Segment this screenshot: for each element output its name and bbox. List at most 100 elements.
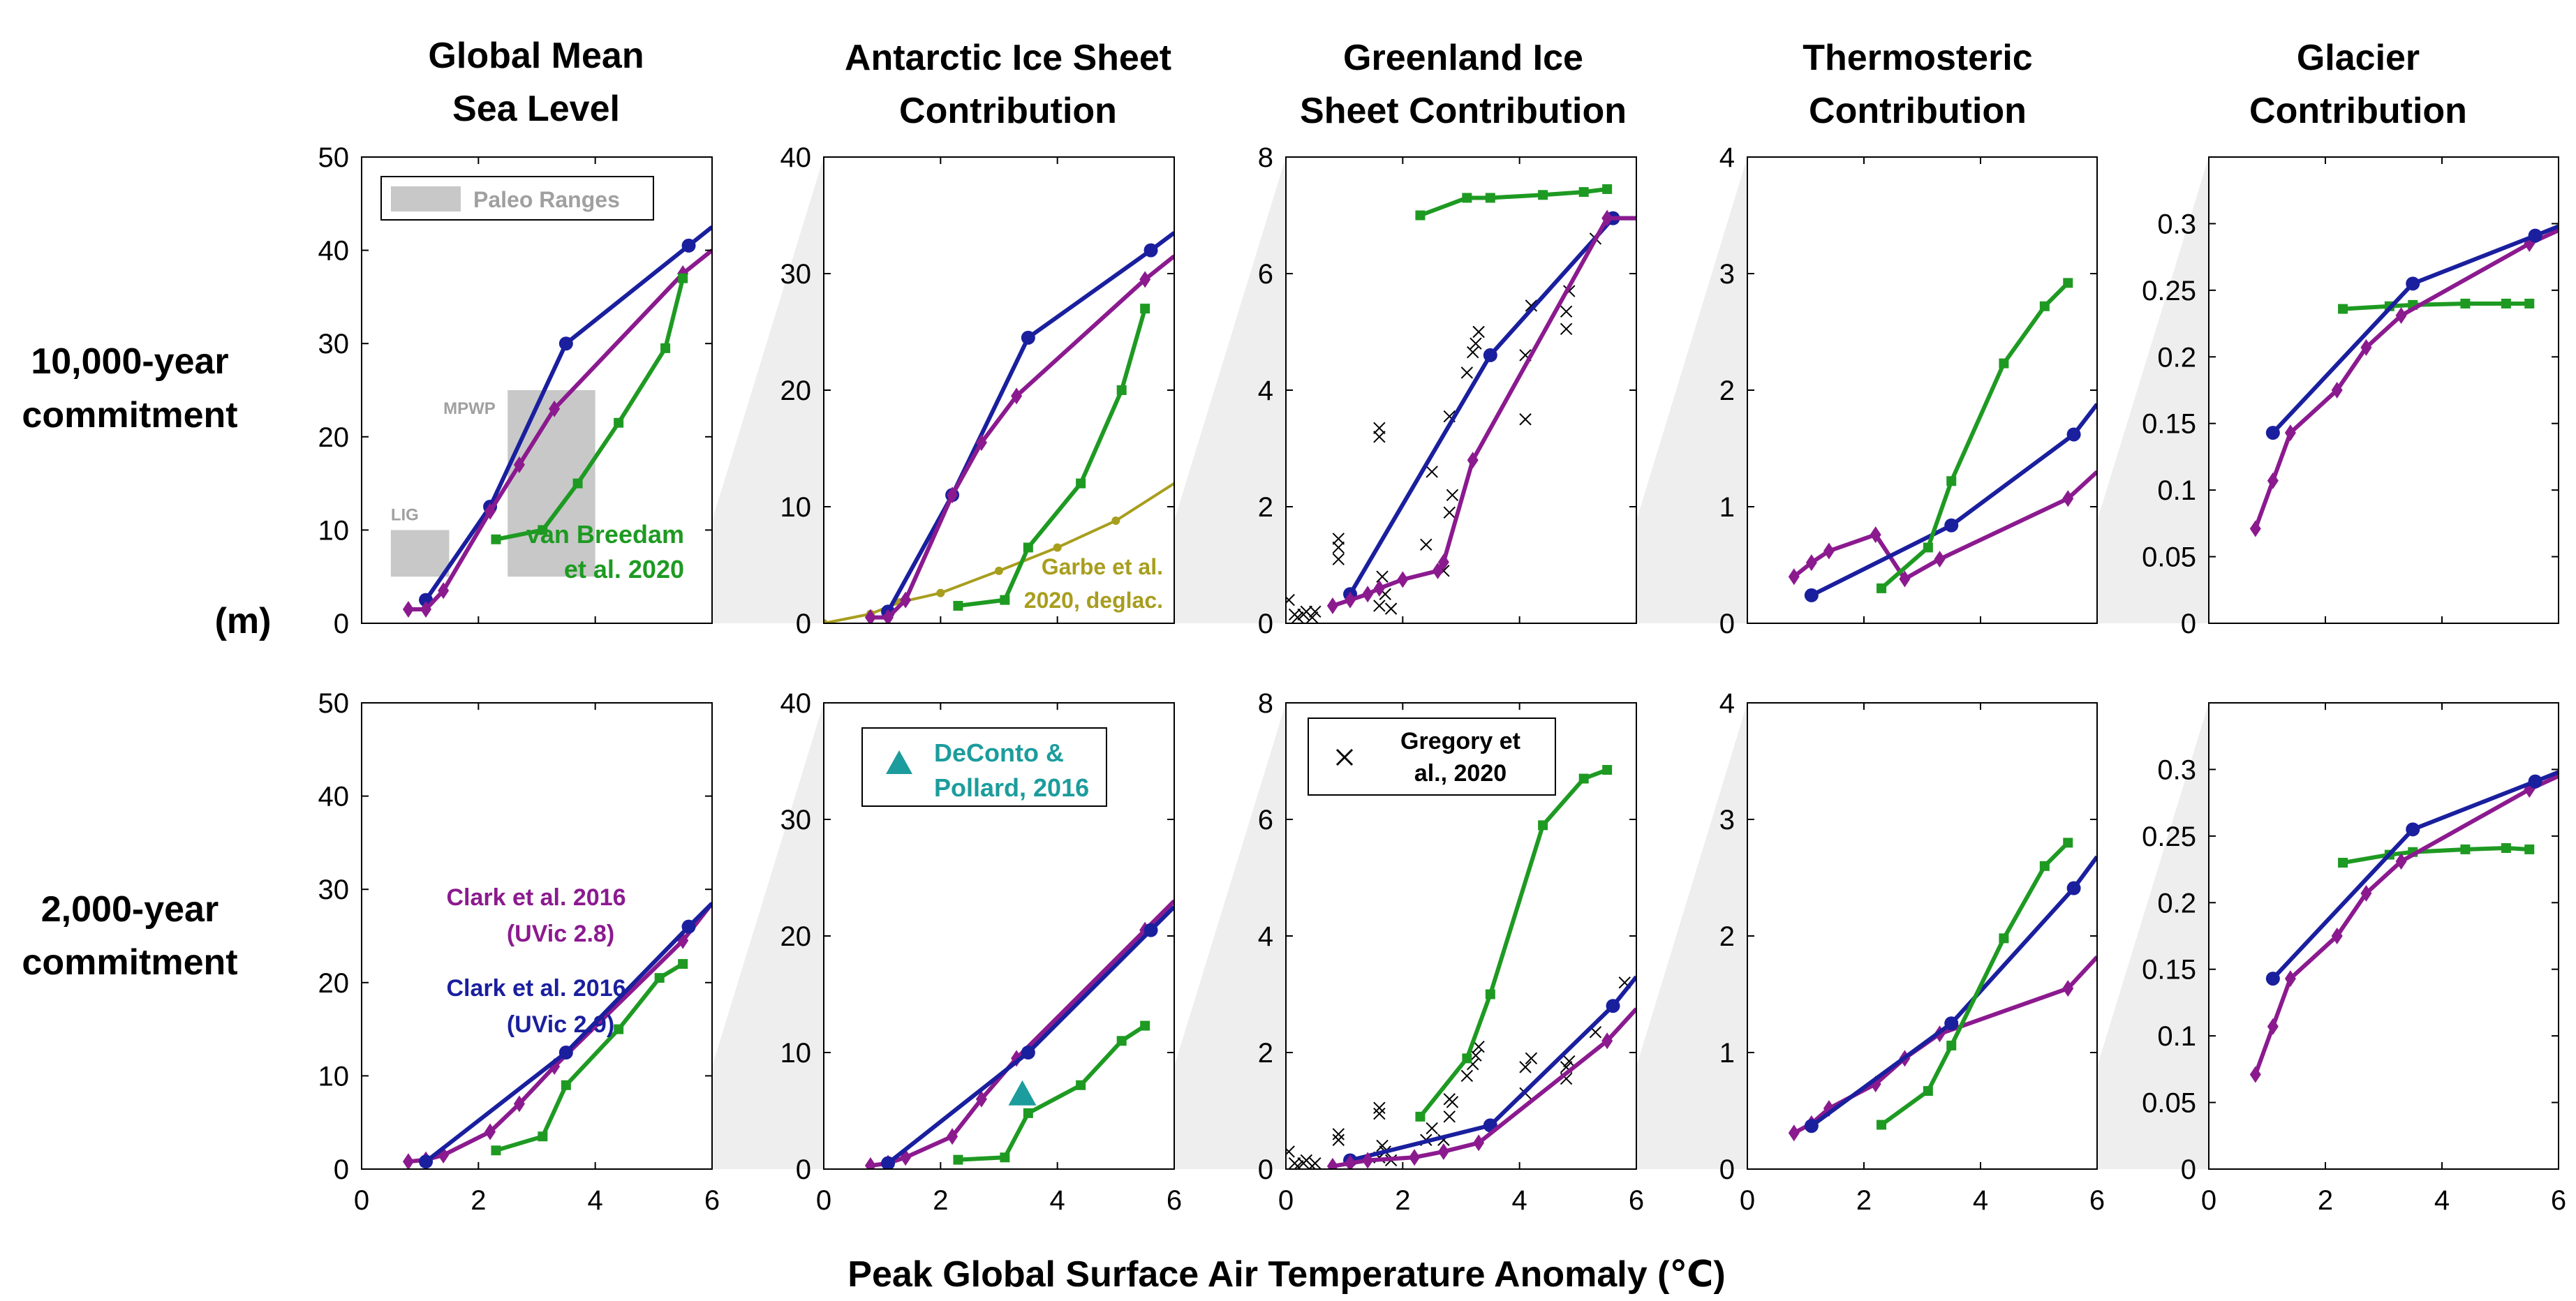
point-van-breedam-et-al-2020 <box>1946 476 1957 486</box>
x-mark-stroke <box>1519 349 1532 362</box>
point-van-breedam-et-al-2020 <box>1578 187 1589 198</box>
point-gregory-et-al-2020 <box>1305 611 1319 623</box>
clark29-label-line2: (UVic 2.9) <box>507 1011 614 1038</box>
point-clark-et-al-2016-uvic-2-8 <box>1601 1032 1613 1050</box>
lig-label: LIG <box>391 505 419 524</box>
series-van-breedam-et-al-2020 <box>1415 765 1613 1122</box>
point-clark-et-al-2016-uvic-2-8 <box>864 1157 876 1169</box>
point-van-breedam-et-al-2020 <box>2524 298 2535 308</box>
y-tick-label: 4 <box>1719 142 1735 173</box>
x-mark-stroke <box>1467 346 1479 359</box>
y-tick-label: 1 <box>1719 492 1735 523</box>
point-van-breedam-et-al-2020 <box>614 1024 624 1034</box>
point-van-breedam-et-al-2020 <box>953 600 963 611</box>
y-tick-label: 0 <box>796 1154 811 1185</box>
point-gregory-et-al-2020 <box>1525 1052 1538 1065</box>
x-mark-stroke <box>1379 588 1391 600</box>
vanbreedam-label-line2: et al. 2020 <box>564 555 684 583</box>
point-van-breedam-et-al-2020 <box>2460 298 2471 308</box>
series-clark-et-al-2016-uvic-2-8 <box>864 254 1174 623</box>
series-line-clark-et-al-2016-uvic-2-8 <box>1331 216 1636 608</box>
col-title-greenland-line1: Greenland Ice <box>1343 38 1583 78</box>
x-mark-stroke <box>1332 1128 1345 1140</box>
point-van-breedam-et-al-2020 <box>561 1080 571 1090</box>
x-mark-stroke <box>1472 325 1485 339</box>
point-clark-et-al-2016-uvic-2-8 <box>2267 1018 2279 1035</box>
plot-area <box>2209 703 2559 1169</box>
point-clark-et-al-2016-uvic-2-8 <box>484 503 496 520</box>
panel-2-000-year-commitment-thermosteric-contribution: 0 2 4 6 0 1 2 3 4 <box>1719 688 2105 1216</box>
annotations-layer: Paleo Ranges LIG MPWP van Breedam et al. 202… <box>380 176 1556 1038</box>
plot-area <box>1286 157 1636 623</box>
y-tick-label: 1 <box>1719 1038 1735 1069</box>
x-mark-stroke <box>1472 1040 1485 1053</box>
paleo-legend-swatch <box>391 186 461 211</box>
y-tick-label: 10 <box>318 1061 350 1092</box>
point-van-breedam-et-al-2020 <box>1877 583 1887 593</box>
point-van-breedam-et-al-2020 <box>2524 844 2535 854</box>
zoom-connector-layer <box>712 157 2209 1169</box>
y-tick-label: 0 <box>334 609 349 639</box>
series-line-clark-et-al-2016-uvic-2-9 <box>2271 770 2559 981</box>
point-van-breedam-et-al-2020 <box>1999 933 2009 944</box>
series-van-breedam-et-al-2020 <box>953 304 1150 611</box>
point-garbe-et-al-2020-deglac <box>1111 516 1120 526</box>
axes-frame <box>2208 156 2559 624</box>
point-van-breedam-et-al-2020 <box>2501 298 2511 308</box>
point-clark-et-al-2016-uvic-2-8 <box>1345 1154 1356 1169</box>
point-clark-et-al-2016-uvic-2-9 <box>1804 1119 1819 1133</box>
point-clark-et-al-2016-uvic-2-8 <box>1934 551 1946 568</box>
point-clark-et-al-2016-uvic-2-8 <box>1473 1134 1485 1152</box>
x-mark-stroke <box>1294 1160 1304 1169</box>
point-clark-et-al-2016-uvic-2-8 <box>2249 1066 2261 1083</box>
x-mark-stroke <box>1560 1072 1573 1085</box>
series-clark-et-al-2016-uvic-2-8 <box>2249 228 2559 537</box>
x-mark-stroke <box>1305 611 1319 623</box>
point-gregory-et-al-2020 <box>1373 1107 1386 1120</box>
point-clark-et-al-2016-uvic-2-8 <box>1788 568 1800 586</box>
zoom-connector-shade <box>1636 703 1747 1169</box>
y-tick-label: 0.2 <box>2157 342 2196 373</box>
data-layer <box>402 902 712 1169</box>
point-clark-et-al-2016-uvic-2-8 <box>1437 1143 1449 1160</box>
point-clark-et-al-2016-uvic-2-8 <box>402 600 414 618</box>
series-clark-et-al-2016-uvic-2-8 <box>1326 1007 1636 1169</box>
x-mark-stroke <box>1286 1145 1295 1156</box>
panel-10-000-year-commitment-greenland-ice-sheet-contribution: 0 2 4 6 8 <box>1258 142 1637 639</box>
point-clark-et-al-2016-uvic-2-8 <box>549 400 561 417</box>
point-van-breedam-et-al-2020 <box>660 343 671 353</box>
point-clark-et-al-2016-uvic-2-8 <box>2331 382 2343 399</box>
x-mark-stroke <box>1309 605 1322 618</box>
y-tick-label: 10 <box>780 1038 812 1069</box>
garbe-label-line2: 2020, deglac. <box>1024 588 1163 613</box>
point-gregory-et-al-2020 <box>1373 600 1386 612</box>
point-clark-et-al-2016-uvic-2-9 <box>2528 228 2542 243</box>
x-mark-stroke <box>1300 1154 1312 1167</box>
row-label-10000-line2: commitment <box>22 395 237 436</box>
y-tick-label: 40 <box>780 688 812 719</box>
y-tick-label: 0 <box>2181 609 2196 639</box>
y-tick-label: 4 <box>1719 688 1735 719</box>
point-gregory-et-al-2020 <box>1470 1049 1482 1062</box>
mpwp-label: MPWP <box>443 399 496 418</box>
y-tick-label: 0 <box>1719 609 1735 639</box>
col-title-glacier-line2: Contribution <box>2249 91 2467 131</box>
point-clark-et-al-2016-uvic-2-8 <box>882 609 894 623</box>
point-van-breedam-et-al-2020 <box>1023 542 1033 553</box>
y-tick-label: 40 <box>780 142 812 173</box>
series-van-breedam-et-al-2020 <box>491 959 688 1156</box>
x-tick-label: 0 <box>354 1185 369 1216</box>
point-gregory-et-al-2020 <box>1291 1160 1304 1169</box>
point-van-breedam-et-al-2020 <box>538 1131 548 1142</box>
y-tick-label: 30 <box>318 329 350 359</box>
row-label-10000-line1: 10,000-year <box>31 341 228 382</box>
y-tick-label: 6 <box>1258 805 1273 835</box>
point-clark-et-al-2016-uvic-2-8 <box>2331 928 2343 944</box>
point-gregory-et-al-2020 <box>1309 605 1322 618</box>
x-mark-stroke <box>1618 976 1631 989</box>
point-gregory-et-al-2020 <box>1332 533 1345 545</box>
point-gregory-et-al-2020 <box>1373 1101 1386 1115</box>
y-tick-label: 0 <box>334 1154 349 1185</box>
y-tick-label: 0 <box>1719 1154 1735 1185</box>
point-clark-et-al-2016-uvic-2-8 <box>1467 452 1479 469</box>
